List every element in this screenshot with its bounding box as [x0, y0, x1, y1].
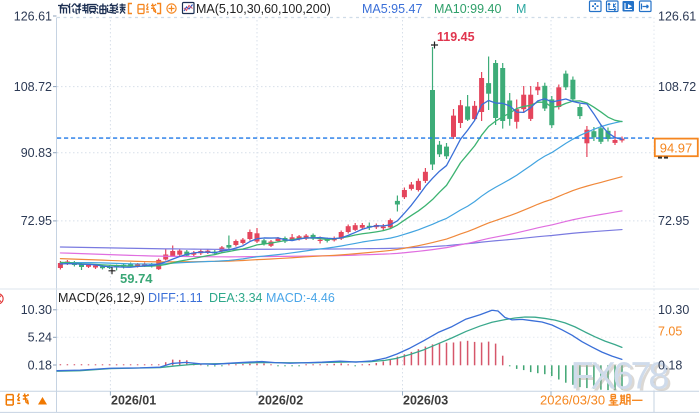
svg-text:MA10:99.40: MA10:99.40	[434, 2, 501, 16]
svg-text:DIFF:1.11: DIFF:1.11	[148, 291, 203, 305]
svg-text:2026/03/30: 2026/03/30	[540, 393, 605, 408]
svg-text:108.72: 108.72	[14, 80, 52, 94]
svg-text:10.30: 10.30	[658, 303, 689, 317]
svg-text:MACD(26,12,9): MACD(26,12,9)	[58, 291, 145, 305]
svg-text:FX678: FX678	[571, 356, 670, 398]
svg-text:2026/03: 2026/03	[403, 394, 448, 408]
svg-text:94.97: 94.97	[660, 141, 693, 156]
svg-text:10.30: 10.30	[21, 303, 52, 317]
svg-text:0.18: 0.18	[28, 358, 52, 372]
svg-text:MACD:-4.46: MACD:-4.46	[266, 291, 335, 305]
svg-text:126.61: 126.61	[658, 9, 696, 23]
svg-text:5.24: 5.24	[28, 331, 52, 345]
svg-text:M: M	[516, 2, 526, 16]
svg-text:2026/02: 2026/02	[258, 394, 303, 408]
svg-text:0.18: 0.18	[658, 358, 682, 372]
svg-text:72.95: 72.95	[658, 214, 689, 228]
svg-text:MA5:95.47: MA5:95.47	[362, 2, 423, 16]
svg-text:59.74: 59.74	[120, 271, 153, 286]
svg-text:⨂: ⨂	[0, 291, 4, 305]
svg-text:FX678: FX678	[573, 358, 672, 400]
svg-text:108.72: 108.72	[658, 80, 696, 94]
svg-text:MA(5,10,30,60,100,200): MA(5,10,30,60,100,200)	[196, 2, 331, 16]
svg-text:119.45: 119.45	[437, 30, 475, 44]
svg-text:7.05: 7.05	[658, 324, 682, 338]
svg-text:72.95: 72.95	[21, 214, 52, 228]
svg-text:DEA:3.34: DEA:3.34	[209, 291, 263, 305]
svg-text:90.83: 90.83	[21, 146, 52, 160]
svg-text:126.61: 126.61	[14, 9, 52, 23]
svg-text:2026/01: 2026/01	[111, 394, 156, 408]
